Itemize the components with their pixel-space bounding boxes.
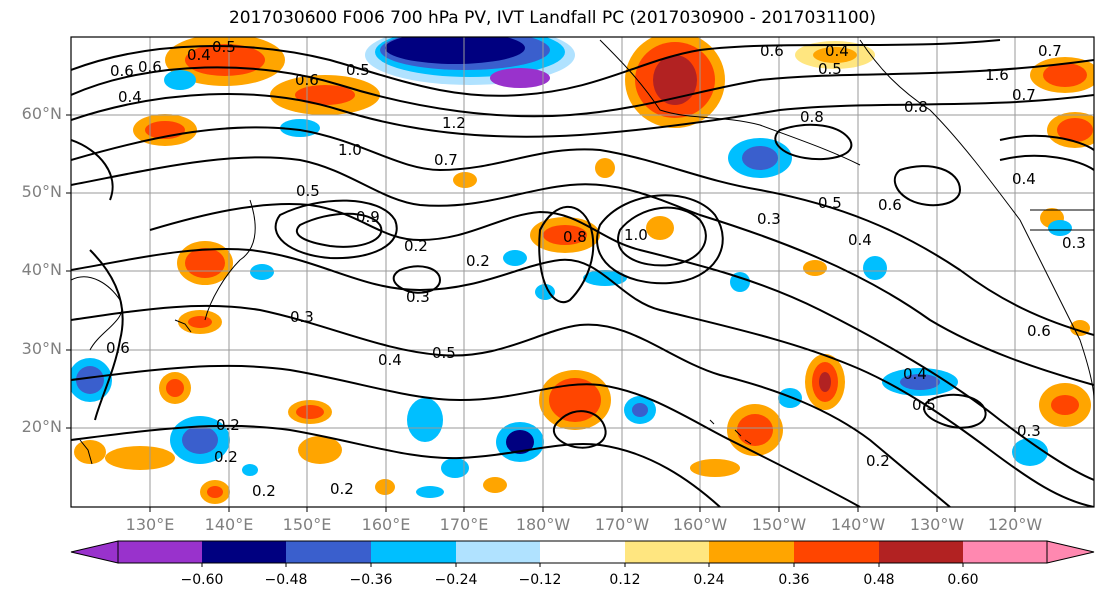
contour-label: 0.4: [825, 42, 849, 60]
contour-label: 1.2: [442, 114, 466, 132]
colorbar-label: −0.24: [434, 572, 478, 588]
contour-label: 0.7: [434, 151, 458, 169]
contour-label: 0.6: [760, 42, 784, 60]
lat-label: 20°N: [21, 417, 62, 436]
contour-label: 0.2: [216, 416, 240, 434]
colorbar-label: 0.60: [947, 572, 979, 588]
contour-label: 0.7: [1038, 42, 1062, 60]
colorbar-label: −0.36: [349, 572, 393, 588]
lat-lon-grid: [71, 37, 1094, 507]
lon-label: 120°W: [987, 515, 1043, 534]
contour-labels: 0.5 0.6 0.4 0.6 0.5 1.2 1.0 0.7 0.5 0.9 …: [106, 38, 1086, 500]
colorbar-max-extension: [1046, 540, 1095, 564]
axis-ticks: [66, 114, 1016, 512]
contour-label: 0.7: [1012, 86, 1036, 104]
colorbar-segment: [963, 541, 1047, 563]
contour-label: 1.6: [985, 66, 1009, 84]
map-frame: [70, 36, 1095, 508]
contour-label: 0.3: [290, 308, 314, 326]
contour-label: 0.4: [848, 231, 872, 249]
contour-label: 0.9: [356, 208, 380, 226]
contour-label: 0.3: [1062, 234, 1086, 252]
contour-label: 0.5: [346, 61, 370, 79]
lat-label: 30°N: [21, 339, 62, 358]
coastlines: [71, 39, 1094, 465]
contour-label: 0.3: [1017, 422, 1041, 440]
contour-label: 0.4: [1012, 170, 1036, 188]
contour-label: 0.6: [106, 339, 130, 357]
contour-label: 0.8: [563, 228, 587, 246]
contour-label: 0.2: [866, 452, 890, 470]
lon-label: 140°E: [204, 515, 254, 534]
contour-label: 0.2: [404, 237, 428, 255]
contour-label: 0.6: [878, 196, 902, 214]
colorbar-segment: [118, 541, 202, 563]
colorbar-label: 0.48: [863, 572, 895, 588]
colorbar-ticks: [201, 563, 964, 567]
lon-label: 130°W: [909, 515, 965, 534]
contour-label: 0.2: [214, 448, 238, 466]
contour-label: 0.3: [757, 210, 781, 228]
colorbar-segment: [879, 541, 963, 563]
colorbar-label: −0.60: [180, 572, 224, 588]
contour-label: 0.6: [1027, 322, 1051, 340]
colorbar-segment: [540, 541, 625, 563]
colorbar-label: 0.36: [778, 572, 810, 588]
colorbar-segment: [794, 541, 879, 563]
contour-label: 0.5: [212, 38, 236, 56]
lon-label: 170°W: [594, 515, 650, 534]
contour-label: 0.2: [330, 480, 354, 498]
lat-label: 60°N: [21, 104, 62, 123]
contour-label: 0.4: [118, 88, 142, 106]
lon-label: 170°E: [439, 515, 489, 534]
contour-label: 1.0: [338, 141, 362, 159]
colorbar: [70, 540, 1095, 567]
contour-label: 0.8: [800, 108, 824, 126]
map-title: 2017030600 F006 700 hPa PV, IVT Landfall…: [228, 8, 876, 28]
lon-label: 130°E: [125, 515, 175, 534]
contour-label: 0.3: [406, 288, 430, 306]
contour-label: 0.5: [432, 344, 456, 362]
contour-label: 0.4: [378, 351, 402, 369]
colorbar-outline: [117, 540, 1048, 564]
lat-label: 50°N: [21, 182, 62, 201]
colorbar-segment: [625, 541, 709, 563]
contour-label: 0.8: [904, 98, 928, 116]
colorbar-label: −0.12: [518, 572, 562, 588]
lon-label: 180°W: [515, 515, 571, 534]
colorbar-min-extension: [70, 540, 119, 564]
contour-label: 0.6: [110, 62, 134, 80]
lat-label: 40°N: [21, 260, 62, 279]
lon-label: 150°E: [282, 515, 332, 534]
contour-label: 0.2: [252, 482, 276, 500]
contour-label: 0.6: [295, 71, 319, 89]
colorbar-label: −0.48: [264, 572, 308, 588]
lon-label: 150°W: [751, 515, 807, 534]
colorbar-label: 0.12: [609, 572, 641, 588]
contour-label: 0.4: [903, 365, 927, 383]
contour-label: 1.0: [624, 226, 648, 244]
contour-label: 0.4: [187, 46, 211, 64]
negative-anomaly-shading: [71, 37, 1072, 498]
colorbar-segment: [456, 541, 540, 563]
colorbar-segment: [709, 541, 794, 563]
contour-label: 0.5: [818, 194, 842, 212]
colorbar-segment: [286, 541, 371, 563]
colorbar-label: 0.24: [693, 572, 725, 588]
contour-label: 0.6: [138, 58, 162, 76]
lon-label: 160°W: [672, 515, 728, 534]
colorbar-segment: [202, 541, 286, 563]
colorbar-segment: [371, 541, 456, 563]
lon-label: 140°W: [830, 515, 886, 534]
contour-label: 0.5: [912, 396, 936, 414]
lon-label: 160°E: [361, 515, 411, 534]
contour-label: 0.2: [466, 252, 490, 270]
contour-label: 0.5: [296, 182, 320, 200]
contour-label: 0.5: [818, 60, 842, 78]
pv-contours: [71, 39, 1094, 507]
